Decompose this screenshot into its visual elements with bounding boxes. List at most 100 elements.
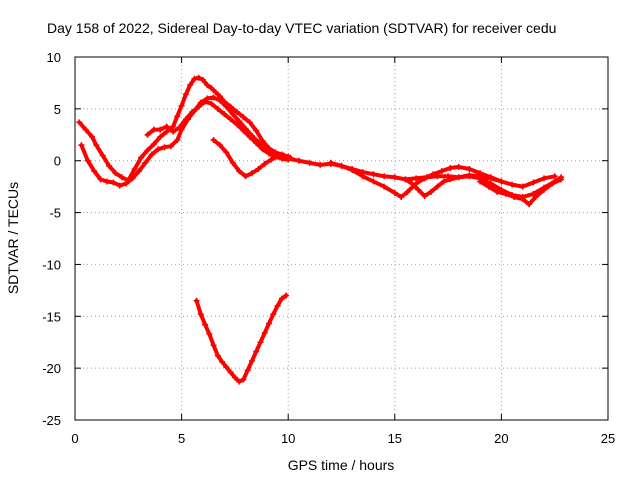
satellite-track-6 xyxy=(285,155,558,190)
data-point xyxy=(408,180,415,187)
data-point xyxy=(485,183,492,190)
satellite-track-7 xyxy=(327,159,505,201)
satellite-track-1 xyxy=(76,74,292,184)
data-point xyxy=(477,178,484,185)
data-point xyxy=(551,173,558,180)
data-point xyxy=(466,166,473,173)
data-point xyxy=(97,176,104,183)
data-point xyxy=(244,367,251,374)
data-point xyxy=(509,181,516,188)
data-point xyxy=(391,189,398,196)
data-point xyxy=(227,369,234,376)
data-point xyxy=(204,82,211,89)
data-point xyxy=(402,176,409,183)
data-point xyxy=(246,133,253,140)
y-tick-label: -5 xyxy=(49,206,61,221)
data-point xyxy=(135,168,142,175)
data-point xyxy=(253,348,260,355)
data-point xyxy=(532,194,539,201)
data-point xyxy=(381,173,388,180)
data-point xyxy=(549,180,556,187)
data-point xyxy=(131,166,138,173)
data-point xyxy=(306,159,313,166)
data-point xyxy=(216,97,223,104)
data-point xyxy=(216,142,223,149)
data-point xyxy=(259,146,266,153)
data-point xyxy=(174,136,181,143)
data-point xyxy=(246,119,253,126)
data-point xyxy=(223,103,230,110)
data-point xyxy=(208,85,215,92)
data-point xyxy=(487,180,494,187)
data-point xyxy=(210,342,217,349)
data-point xyxy=(138,154,145,161)
data-point xyxy=(421,175,428,182)
data-point xyxy=(398,194,405,201)
data-point xyxy=(455,163,462,170)
data-point xyxy=(268,156,275,163)
data-point xyxy=(148,151,155,158)
data-point xyxy=(381,183,388,190)
data-point xyxy=(434,183,441,190)
data-point xyxy=(283,292,290,299)
data-point xyxy=(157,133,164,140)
x-tick-label: 25 xyxy=(601,431,615,446)
data-point xyxy=(274,153,281,160)
data-point xyxy=(123,180,130,187)
data-point xyxy=(89,133,96,140)
data-point xyxy=(170,123,177,130)
data-point xyxy=(455,174,462,181)
data-point xyxy=(170,128,177,135)
data-point xyxy=(202,321,209,328)
data-point xyxy=(447,164,454,171)
data-point xyxy=(285,155,292,162)
data-point xyxy=(447,176,454,183)
satellite-track-5 xyxy=(193,292,290,385)
y-tick-label: 10 xyxy=(47,50,61,65)
y-tick-label: -10 xyxy=(42,257,61,272)
data-point xyxy=(202,98,209,105)
data-point xyxy=(477,170,484,177)
data-point xyxy=(116,182,123,189)
data-point xyxy=(214,352,221,359)
data-point xyxy=(498,178,505,185)
data-point xyxy=(167,143,174,150)
data-point xyxy=(210,94,217,101)
data-point xyxy=(558,176,565,183)
satellite-track-5-line xyxy=(194,293,289,384)
data-point xyxy=(349,167,356,174)
data-point xyxy=(234,108,241,115)
data-point xyxy=(236,168,243,175)
data-point xyxy=(327,159,334,166)
x-tick-label: 0 xyxy=(71,431,78,446)
data-point xyxy=(91,168,98,175)
data-point xyxy=(511,194,518,201)
data-point xyxy=(99,152,106,159)
data-point xyxy=(182,91,189,98)
data-point xyxy=(191,75,198,82)
data-point xyxy=(359,173,366,180)
data-point xyxy=(415,186,422,193)
data-point xyxy=(78,142,85,149)
data-point xyxy=(178,102,185,109)
data-point xyxy=(110,179,117,186)
x-axis-label: GPS time / hours xyxy=(288,457,395,473)
data-point xyxy=(541,186,548,193)
data-point xyxy=(317,161,324,168)
data-point xyxy=(266,320,273,327)
data-point xyxy=(199,76,206,83)
data-point xyxy=(261,329,268,336)
axis-ticks xyxy=(74,56,609,421)
data-point xyxy=(391,174,398,181)
data-point xyxy=(240,127,247,134)
data-point xyxy=(176,124,183,131)
data-point xyxy=(274,302,281,309)
data-point xyxy=(370,171,377,178)
data-point xyxy=(84,157,91,164)
data-point xyxy=(150,126,157,133)
data-point xyxy=(487,174,494,181)
data-point xyxy=(270,311,277,318)
data-point xyxy=(438,168,445,175)
data-point xyxy=(295,157,302,164)
data-point xyxy=(144,131,151,138)
